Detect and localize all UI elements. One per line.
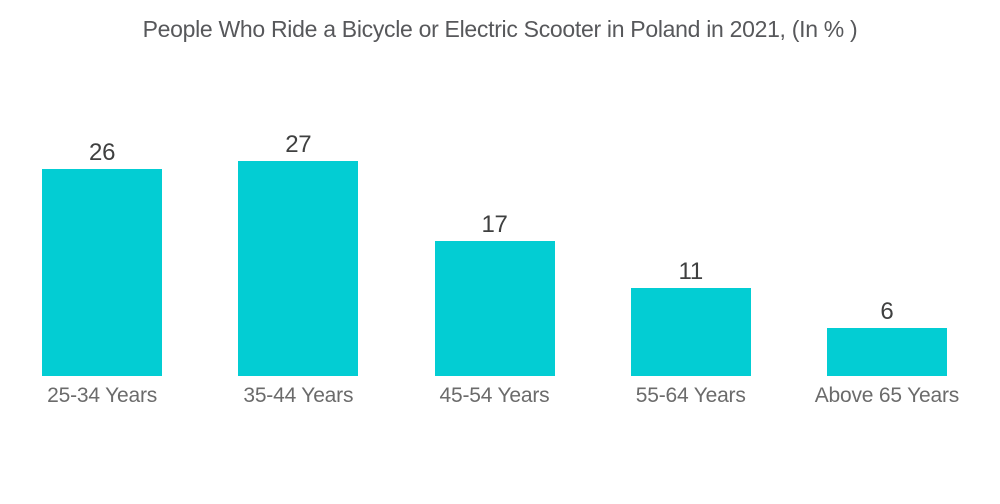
bar-group: 17 45-54 Years: [396, 0, 592, 406]
category-label: 25-34 Years: [47, 384, 158, 407]
category-label: 35-44 Years: [243, 384, 354, 407]
bar-group: 11 55-64 Years: [593, 0, 789, 406]
bar-value-label: 17: [481, 211, 508, 238]
bar-value-label: 26: [89, 139, 116, 166]
category-label: Above 65 Years: [814, 384, 960, 407]
category-label: 45-54 Years: [439, 384, 550, 407]
plot-area: 26 25-34 Years 27 35-44 Years 17 45-54 Years 1…: [4, 0, 985, 407]
bar-value-label: 11: [678, 258, 704, 285]
bar-value-label: 27: [285, 131, 312, 158]
bar-group: 27 35-44 Years: [200, 0, 396, 406]
chart-title: People Who Ride a Bicycle or Electric Sc…: [142, 16, 858, 42]
bar: [434, 241, 555, 376]
bar-group: 26 25-34 Years: [4, 0, 200, 406]
bar-group: 6 Above 65 Years: [789, 0, 985, 407]
category-label: 55-64 Years: [635, 384, 746, 407]
bar: [630, 288, 751, 376]
bar: [238, 161, 359, 376]
bar: [826, 328, 947, 376]
bar: [42, 169, 163, 376]
bar-value-label: 6: [880, 298, 894, 325]
